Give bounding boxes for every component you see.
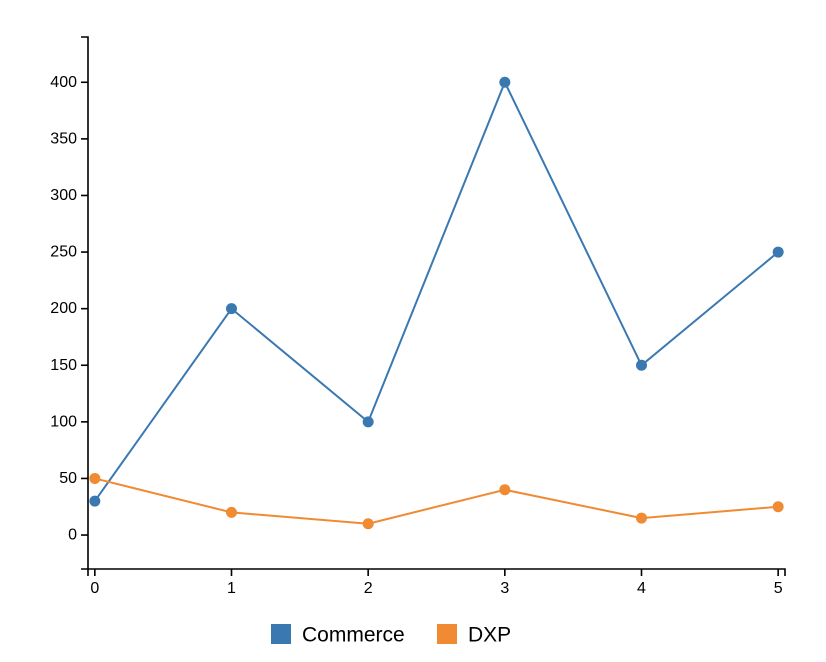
x-axis-line [87,568,786,576]
legend-swatch [437,624,457,644]
legend: Commerce DXP [271,624,511,647]
x-tick-label: 5 [774,580,783,597]
legend-label: Commerce [302,624,405,647]
x-tick-label: 4 [637,580,646,597]
data-point-dxp [89,472,101,484]
data-point-commerce [226,303,237,315]
data-point-dxp [772,501,784,513]
series-layer [89,76,784,530]
y-tick-label: 250 [50,244,77,261]
x-tick-label: 2 [364,580,373,597]
data-point-dxp [499,484,511,496]
y-tick-label: 350 [50,130,77,147]
legend-swatch [271,624,291,644]
series-line-commerce [94,79,779,502]
y-tick-label: 400 [50,74,77,91]
data-point-commerce [89,495,101,507]
data-point-commerce [772,246,784,258]
data-point-commerce [362,416,374,428]
x-tick-label: 0 [90,580,99,597]
data-point-commerce [636,359,647,371]
x-tick-label: 1 [227,580,236,597]
y-tick-label: 300 [50,187,77,204]
y-tick-label: 200 [50,300,77,317]
data-point-commerce [499,76,511,88]
data-point-dxp [636,512,647,524]
y-tick-label: 100 [50,413,77,430]
x-tick-label: 3 [500,580,509,597]
y-axis: 0 50 100 150 200 250 300 350 400 [50,36,89,570]
y-axis-line [81,36,89,570]
y-tick-label: 150 [50,357,77,374]
series-dxp [89,472,784,530]
legend-label: DXP [468,624,511,647]
series-line-dxp [94,477,779,525]
x-axis: 0 1 2 3 4 5 [87,568,786,597]
data-point-dxp [226,506,237,518]
series-commerce [89,76,784,507]
y-tick-label: 50 [59,470,77,487]
data-point-dxp [362,518,374,530]
y-tick-label: 0 [68,527,77,544]
